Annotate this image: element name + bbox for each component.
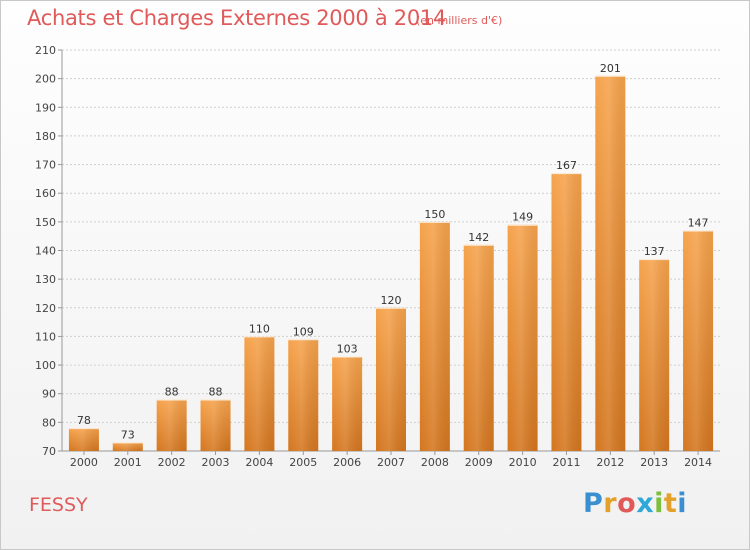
- bar-shine: [332, 356, 363, 451]
- bars: [68, 75, 714, 452]
- chart-title: Achats et Charges Externes 2000 à 2014: [27, 6, 447, 30]
- data-label: 88: [165, 385, 179, 398]
- bar-shine: [288, 339, 319, 451]
- y-tick-label: 190: [35, 101, 56, 114]
- x-tick-label: 2007: [377, 456, 405, 469]
- x-tick-label: 2000: [70, 456, 98, 469]
- bar-shine: [200, 399, 231, 451]
- y-tick-label: 70: [42, 445, 56, 458]
- y-tick-label: 150: [35, 216, 56, 229]
- x-tick-label: 2012: [596, 456, 624, 469]
- y-tick-label: 180: [35, 130, 56, 143]
- bar-shine: [639, 259, 670, 451]
- proxiti-logo: Proxiti: [583, 488, 687, 519]
- data-label: 167: [556, 159, 577, 172]
- data-label: 150: [424, 208, 445, 221]
- bar-shine: [507, 224, 538, 451]
- data-label: 73: [121, 428, 135, 441]
- data-label: 78: [77, 414, 91, 427]
- data-labels: 78 73 88 88 110 109 103 120 150 142 149 167 201 137 14…: [77, 62, 709, 442]
- y-tick-label: 210: [35, 44, 56, 57]
- y-tick-label: 130: [35, 273, 56, 286]
- data-label: 103: [337, 342, 358, 355]
- bar-shine: [244, 336, 275, 451]
- bar-shine: [156, 399, 187, 451]
- y-tick-label: 90: [42, 388, 56, 401]
- bar-shine: [595, 75, 626, 452]
- logo-letter: i: [677, 488, 688, 519]
- bar-shine: [112, 442, 143, 451]
- x-tick-label: 2010: [509, 456, 537, 469]
- y-tick-label: 120: [35, 302, 56, 315]
- data-label: 147: [688, 216, 709, 229]
- bar-shine: [463, 244, 494, 451]
- data-label: 88: [209, 385, 223, 398]
- data-label: 137: [644, 245, 665, 258]
- x-tick-label: 2011: [552, 456, 580, 469]
- x-tick-label: 2013: [640, 456, 668, 469]
- y-tick-label: 170: [35, 159, 56, 172]
- x-tick-label: 2005: [289, 456, 317, 469]
- chart-subtitle: (en milliers d'€): [416, 14, 503, 27]
- bar-shine: [551, 173, 582, 451]
- data-label: 110: [249, 322, 270, 335]
- x-tick-label: 2001: [114, 456, 142, 469]
- data-label: 142: [468, 231, 489, 244]
- bar-shine: [376, 307, 406, 451]
- x-tick-label: 2008: [421, 456, 449, 469]
- y-tick-label: 100: [35, 359, 56, 372]
- data-label: 201: [600, 62, 621, 75]
- logo-letter: P: [583, 488, 604, 519]
- x-tick-label: 2002: [158, 456, 186, 469]
- y-tick-label: 160: [35, 187, 56, 200]
- y-tick-label: 140: [35, 245, 56, 258]
- data-label: 149: [512, 211, 533, 224]
- logo-letter: t: [663, 488, 678, 519]
- y-tick-label: 200: [35, 73, 56, 86]
- bar-shine: [683, 230, 714, 451]
- y-tick-label: 110: [35, 330, 56, 343]
- bar-shine: [419, 221, 450, 451]
- logo-letter: o: [617, 488, 637, 519]
- logo-letter: i: [654, 488, 664, 519]
- axes: 7080901001101201301401501601701801902002…: [35, 44, 720, 469]
- data-label: 109: [293, 325, 314, 338]
- x-tick-label: 2009: [465, 456, 493, 469]
- logo-letter: r: [603, 488, 618, 519]
- commune-name: FESSY: [29, 494, 88, 516]
- logo-letter: x: [636, 488, 655, 519]
- x-tick-label: 2014: [684, 456, 712, 469]
- bar-shine: [68, 428, 99, 451]
- x-tick-label: 2006: [333, 456, 361, 469]
- x-tick-label: 2004: [245, 456, 273, 469]
- data-label: 120: [381, 294, 402, 307]
- y-tick-label: 80: [42, 416, 56, 429]
- x-tick-label: 2003: [202, 456, 230, 469]
